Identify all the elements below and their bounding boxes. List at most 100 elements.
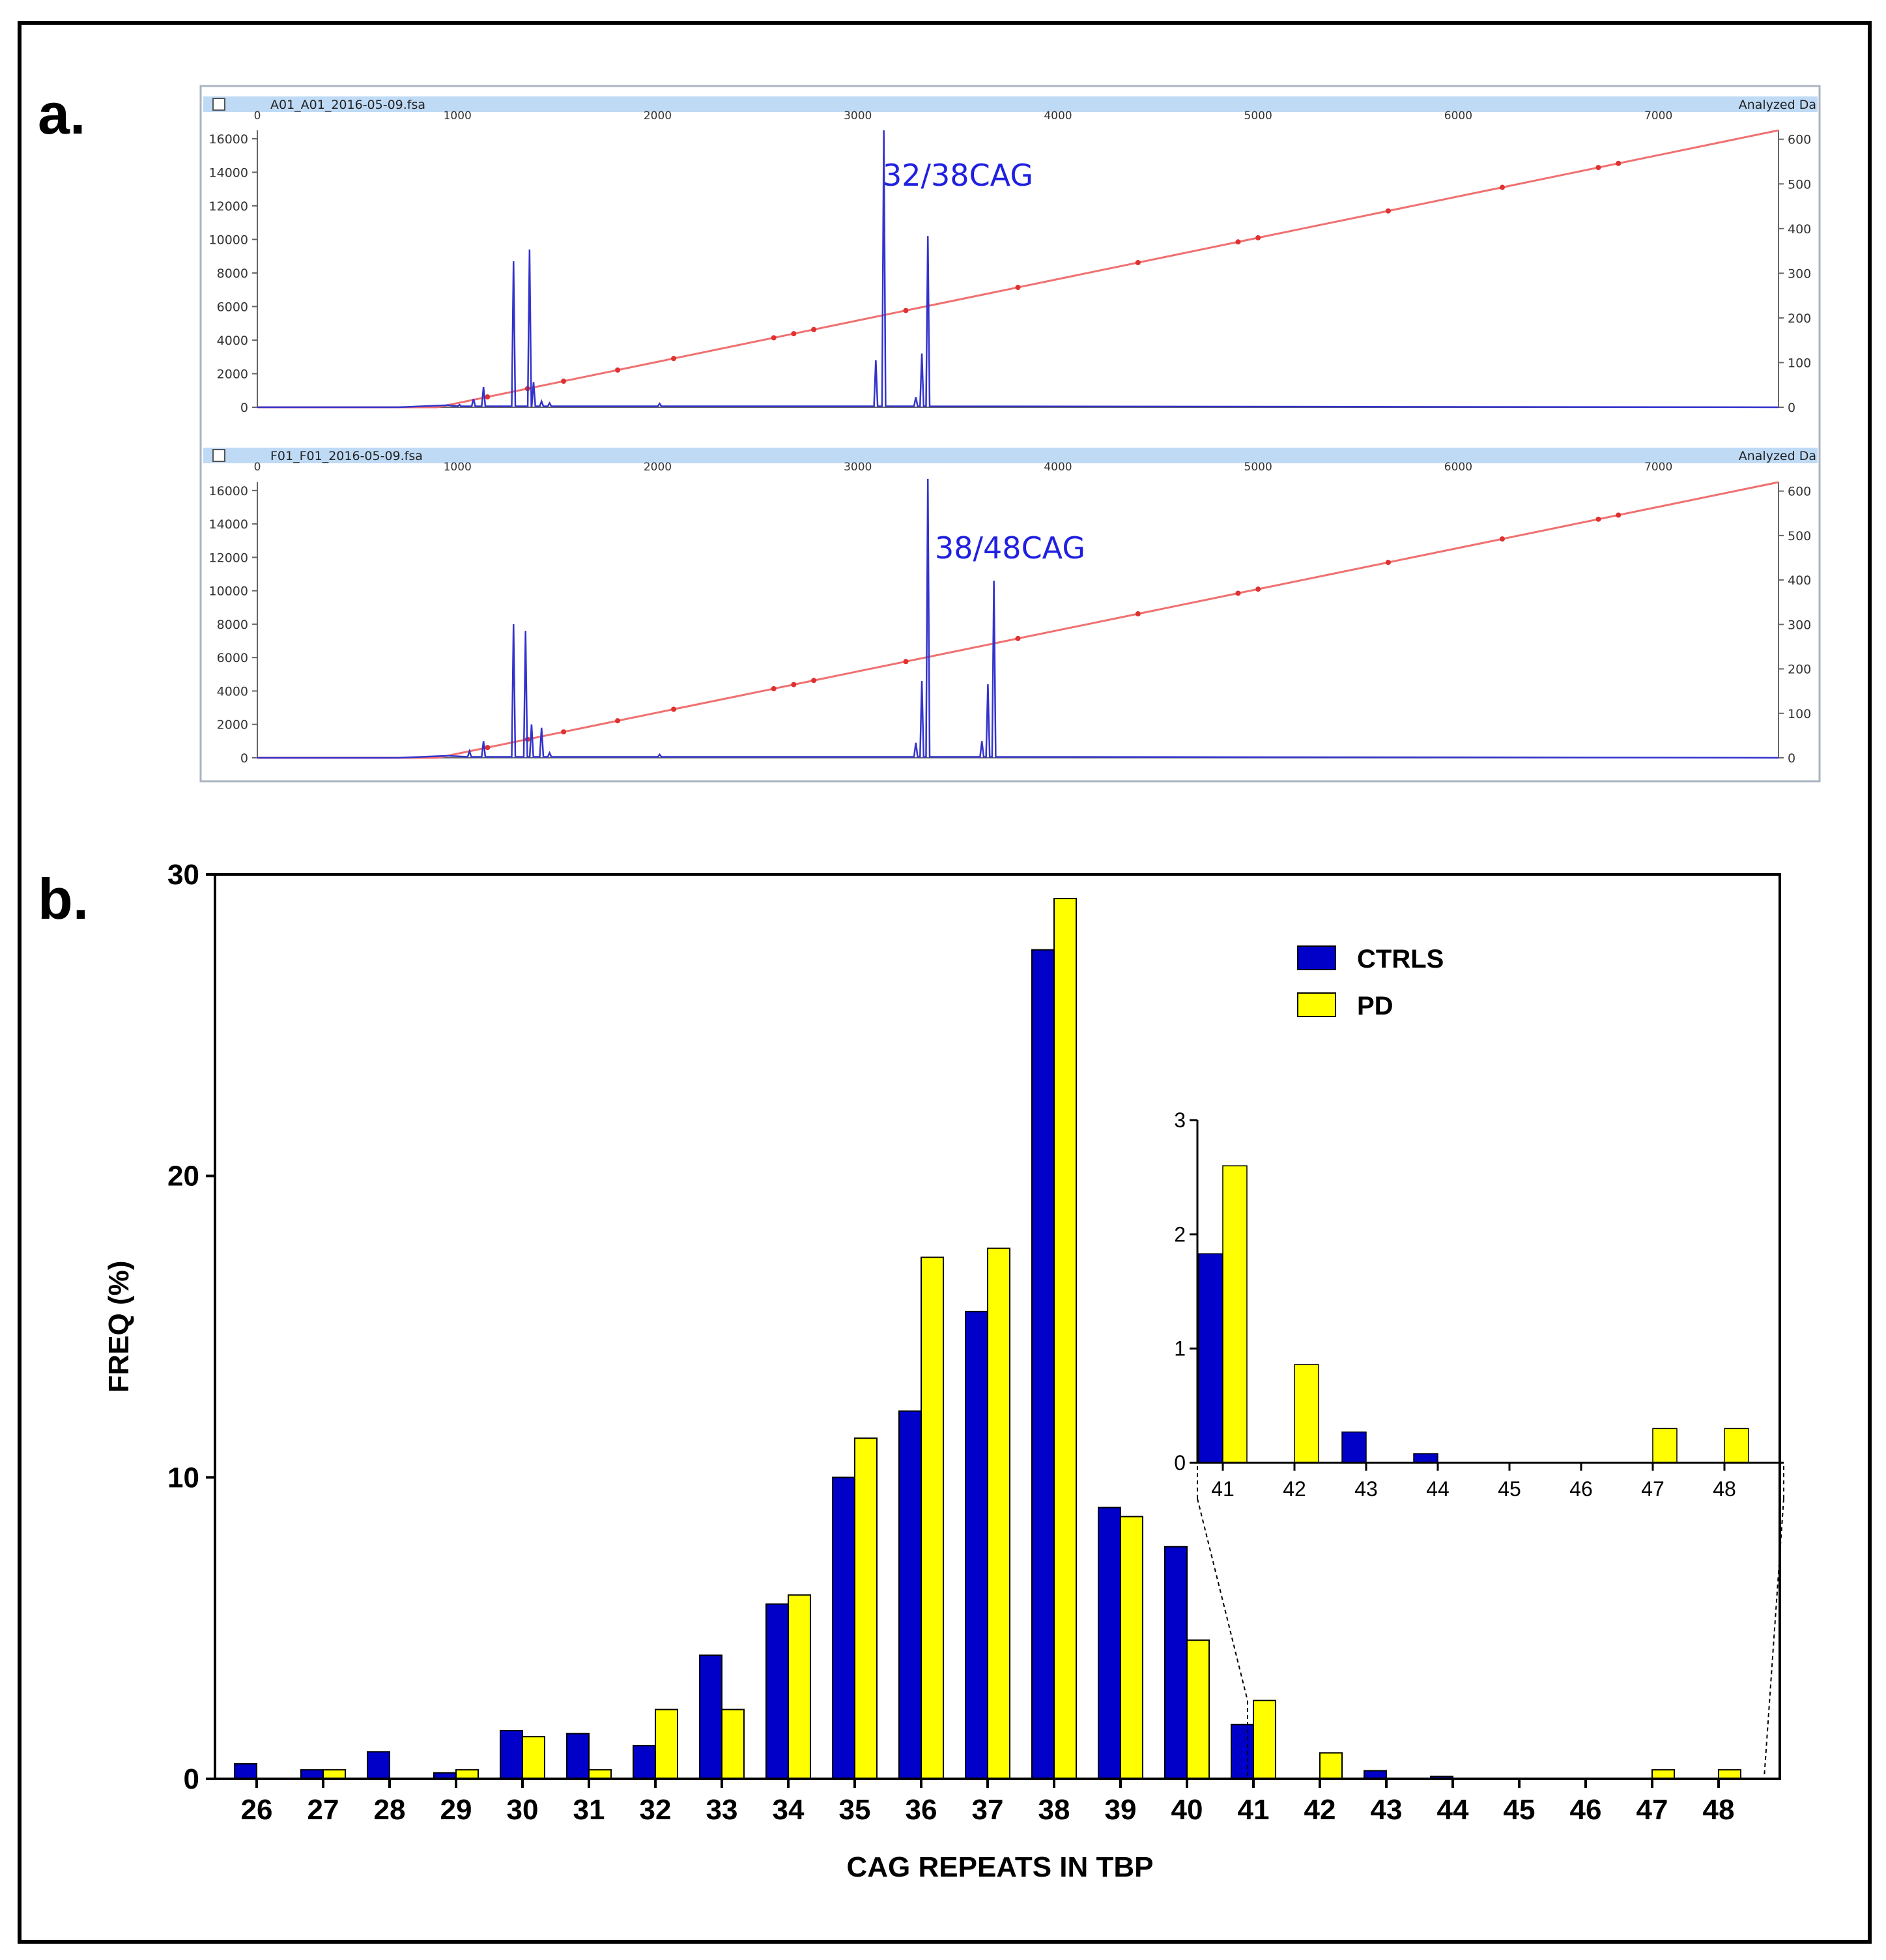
inset-y-axis-tick-label: 1 [1174, 1337, 1186, 1361]
bar-pd-36 [921, 1256, 944, 1780]
trace-2-signal [257, 478, 1779, 759]
right-axis-tick-label: 0 [1788, 401, 1795, 415]
bar-ctrls-35 [832, 1477, 855, 1780]
left-axis-tick-label: 4000 [217, 684, 248, 699]
bar-ctrls-37 [965, 1310, 988, 1780]
inset-bar-ctrls-41 [1198, 1253, 1223, 1463]
x-axis-tick-label: 33 [706, 1794, 738, 1826]
size-standard-marker [1616, 160, 1622, 166]
x-axis-tick-label: 40 [1171, 1794, 1203, 1826]
inset-bar-pd-48 [1724, 1428, 1749, 1463]
left-axis-tick-label: 10000 [209, 584, 248, 599]
legend: CTRLS PD [1297, 945, 1444, 1020]
size-standard-marker [615, 718, 621, 724]
inset-x-axis: 41 42 43 44 45 46 47 48 [1211, 1463, 1736, 1501]
legend-label-ctrls: CTRLS [1357, 945, 1444, 973]
x-axis-tick-label: 47 [1636, 1794, 1668, 1826]
top-axis-tick-label: 2000 [644, 461, 672, 474]
left-axis-tick-label: 4000 [217, 334, 248, 348]
trace-1-right-axis: 0 100 200 300 400 500 600 [1779, 133, 1811, 415]
left-axis-tick-label: 8000 [217, 267, 248, 281]
bar-pd-27 [322, 1769, 346, 1780]
bar-chart-x-axis: 26 27 28 29 30 31 32 33 34 35 36 37 38 39 40 41 42 43 44 45… [241, 1779, 1735, 1826]
left-axis-tick-label: 6000 [217, 651, 248, 665]
trace-1-left-axis: 0 2000 4000 6000 8000 10000 12000 14000 16000 [209, 132, 257, 415]
left-axis-tick-label: 14000 [209, 166, 248, 180]
bar-ctrls-36 [898, 1410, 922, 1780]
bar-pd-35 [854, 1437, 878, 1780]
size-standard-marker [1015, 285, 1021, 291]
top-axis-tick-label: 6000 [1444, 461, 1472, 474]
bar-ctrls-39 [1098, 1506, 1121, 1780]
bar-ctrls-41 [1231, 1723, 1254, 1780]
x-axis-tick-label: 48 [1703, 1794, 1735, 1826]
bar-pd-37 [987, 1247, 1010, 1780]
right-axis-tick-label: 400 [1788, 222, 1811, 237]
y-axis-tick-label: 0 [184, 1763, 199, 1795]
right-axis-tick-label: 400 [1788, 573, 1811, 588]
inset-bar-pd-41 [1222, 1165, 1248, 1463]
top-axis-tick-label: 5000 [1244, 109, 1272, 122]
x-axis-tick-label: 38 [1038, 1794, 1070, 1826]
inset-y-axis-tick-label: 2 [1174, 1222, 1186, 1246]
top-axis-tick-label: 1000 [444, 461, 472, 474]
right-axis-tick-label: 500 [1788, 177, 1811, 192]
left-axis-tick-label: 12000 [209, 551, 248, 565]
bar-pd-29 [455, 1769, 479, 1780]
x-axis-tick-label: 27 [307, 1794, 339, 1826]
right-axis-tick-label: 500 [1788, 529, 1811, 543]
trace-1-checkbox[interactable] [212, 98, 225, 111]
left-axis-tick-label: 16000 [209, 132, 248, 147]
size-standard-marker [1235, 239, 1241, 245]
panel-b-letter: b. [38, 867, 89, 931]
bar-pd-33 [721, 1708, 745, 1780]
trace-2-right-axis: 0 100 200 300 400 500 600 [1779, 485, 1811, 766]
inset-bar-pd-47 [1652, 1428, 1678, 1463]
size-standard-marker [671, 706, 677, 712]
y-axis-tick-label: 30 [167, 859, 199, 891]
inset-y-axis: 0 1 2 3 [1174, 1108, 1197, 1475]
x-axis-tick-label: 43 [1371, 1794, 1403, 1826]
x-axis-tick-label: 44 [1437, 1794, 1469, 1826]
top-axis-tick-label: 4000 [1044, 109, 1072, 122]
inset-x-axis-tick-label: 41 [1211, 1477, 1235, 1501]
size-standard-marker [811, 326, 817, 332]
left-axis-tick-label: 8000 [217, 618, 248, 632]
panel-a-screenshot [199, 85, 1821, 783]
size-standard-marker [1255, 235, 1261, 240]
size-standard-marker [1385, 560, 1391, 566]
legend-swatch-pd [1297, 992, 1336, 1017]
zoom-connector [1764, 1498, 1784, 1778]
top-axis-tick-label: 3000 [844, 461, 872, 474]
bar-ctrls-33 [699, 1654, 722, 1780]
size-standard-marker [1595, 165, 1601, 171]
size-standard-marker [615, 367, 621, 373]
right-axis-tick-label: 100 [1788, 356, 1811, 370]
trace-2-checkbox[interactable] [212, 449, 225, 462]
size-standard-marker [791, 682, 797, 687]
trace-1-top-axis: 0 1000 2000 3000 4000 5000 6000 7000 [254, 109, 1673, 122]
bar-pd-41 [1253, 1699, 1276, 1780]
size-standard-marker [1135, 259, 1141, 265]
right-axis-tick-label: 600 [1788, 133, 1811, 147]
bar-pd-48 [1718, 1769, 1741, 1780]
size-standard-marker [1500, 536, 1506, 542]
y-axis-tick-label: 10 [167, 1462, 199, 1493]
inset-bar-pd-42 [1294, 1364, 1319, 1463]
bar-ctrls-28 [367, 1751, 390, 1780]
inset-x-axis-tick-label: 46 [1569, 1477, 1593, 1501]
left-axis-tick-label: 2000 [217, 367, 248, 381]
inset-x-axis-tick-label: 45 [1498, 1477, 1521, 1501]
inset-y-axis-tick-label: 3 [1174, 1108, 1186, 1132]
size-standard-marker [1235, 590, 1241, 596]
bar-chart-y-axis: 0 10 20 30 [167, 859, 215, 1795]
top-axis-tick-label: 0 [254, 109, 261, 122]
bar-pd-39 [1120, 1516, 1143, 1780]
right-axis-tick-label: 600 [1788, 485, 1811, 499]
y-axis-tick-label: 20 [167, 1160, 199, 1192]
trace-1-file-name: A01_A01_2016-05-09.fsa [270, 98, 425, 112]
x-axis-tick-label: 31 [573, 1794, 605, 1826]
size-standard-marker [561, 379, 567, 384]
